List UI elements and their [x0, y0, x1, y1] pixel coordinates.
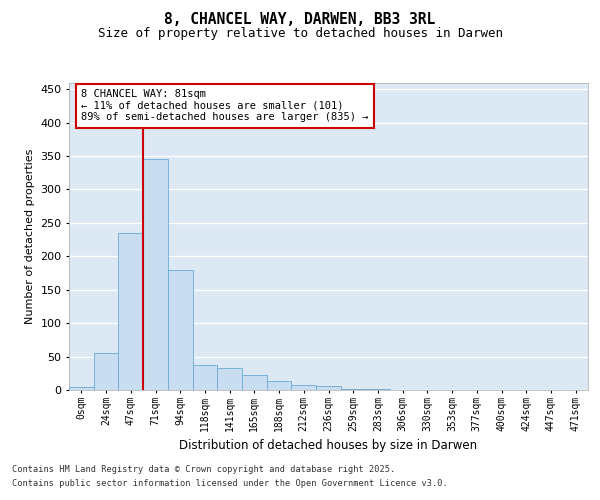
- Bar: [94, 353, 118, 390]
- X-axis label: Distribution of detached houses by size in Darwen: Distribution of detached houses by size …: [179, 439, 478, 452]
- Text: Contains HM Land Registry data © Crown copyright and database right 2025.: Contains HM Land Registry data © Crown c…: [12, 466, 395, 474]
- Bar: [316, 386, 341, 390]
- Bar: [292, 386, 316, 390]
- Text: Contains public sector information licensed under the Open Government Licence v3: Contains public sector information licen…: [12, 479, 448, 488]
- Bar: [242, 376, 267, 390]
- Bar: [168, 270, 193, 390]
- Bar: [193, 364, 217, 390]
- Text: Size of property relative to detached houses in Darwen: Size of property relative to detached ho…: [97, 28, 503, 40]
- Text: 8 CHANCEL WAY: 81sqm
← 11% of detached houses are smaller (101)
89% of semi-deta: 8 CHANCEL WAY: 81sqm ← 11% of detached h…: [82, 89, 369, 122]
- Bar: [143, 160, 168, 390]
- Text: 8, CHANCEL WAY, DARWEN, BB3 3RL: 8, CHANCEL WAY, DARWEN, BB3 3RL: [164, 12, 436, 28]
- Bar: [69, 388, 94, 390]
- Bar: [118, 233, 143, 390]
- Bar: [217, 368, 242, 390]
- Bar: [267, 380, 292, 390]
- Y-axis label: Number of detached properties: Number of detached properties: [25, 148, 35, 324]
